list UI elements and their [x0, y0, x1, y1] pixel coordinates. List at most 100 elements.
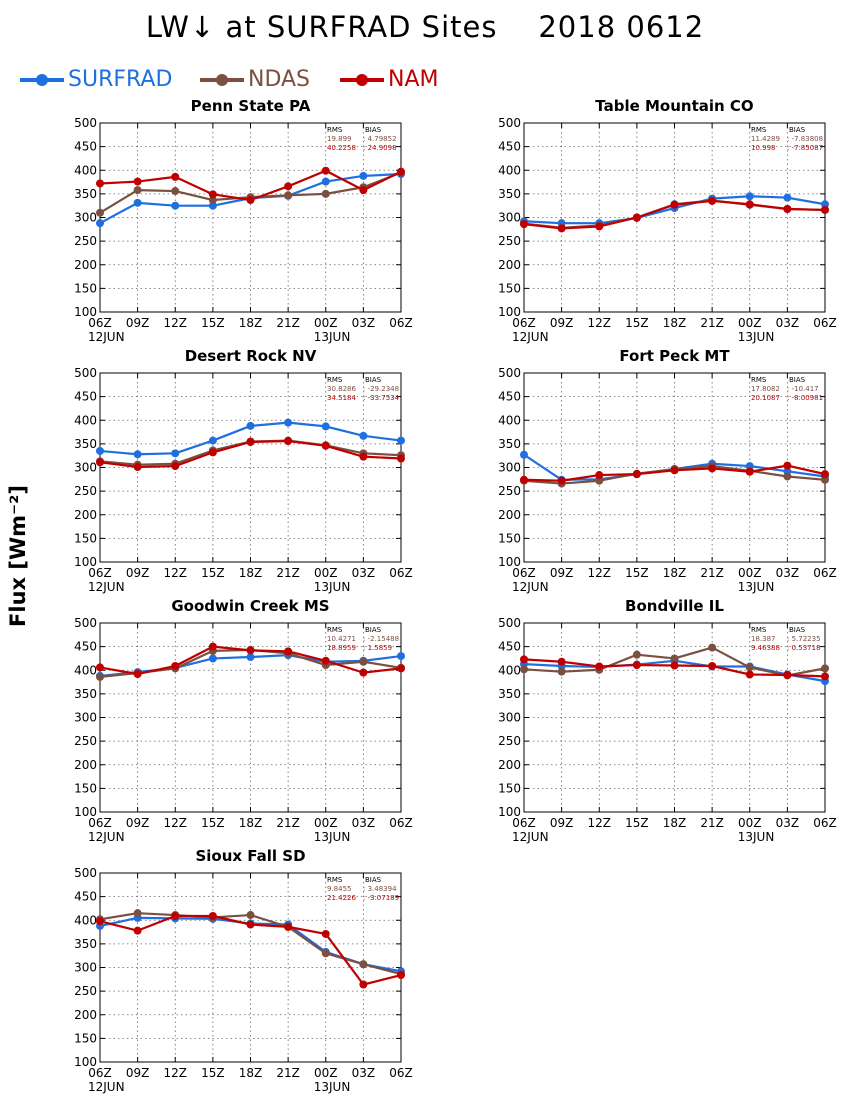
- x-tick-label: 21Z: [276, 1066, 300, 1080]
- y-tick-label: 400: [74, 913, 97, 927]
- data-point-nam: [745, 200, 754, 209]
- x-tick-label: 18Z: [239, 566, 263, 580]
- x-tick-label: 06Z: [88, 316, 112, 330]
- x-tick-label: 00Z: [738, 566, 762, 580]
- x-tick-label: 15Z: [201, 316, 225, 330]
- x-tick-label: 00Z: [314, 1066, 338, 1080]
- x-tick-label: 00Z: [314, 566, 338, 580]
- data-point-nam: [821, 205, 829, 214]
- date-label: 12JUN: [512, 830, 549, 844]
- x-tick-label: 03Z: [776, 316, 800, 330]
- y-tick-label: 200: [498, 508, 521, 522]
- y-tick-label: 100: [74, 305, 97, 319]
- x-tick-label: 12Z: [164, 316, 188, 330]
- data-point-nam: [397, 664, 405, 673]
- data-point-nam: [359, 186, 368, 195]
- data-point-surfrad: [171, 449, 180, 458]
- y-tick-label: 100: [74, 1055, 97, 1069]
- y-tick-label: 450: [498, 640, 521, 654]
- x-tick-label: 12Z: [588, 816, 612, 830]
- stat-ndas-bias: : -10.417: [787, 385, 819, 393]
- date-label: 13JUN: [314, 330, 351, 344]
- chart-panel: Desert Rock NV 100 150 200 250 300 350 400 450 50…: [40, 347, 420, 599]
- stat-nam-bias: : 24.9098: [363, 144, 397, 152]
- chart-panel: Sioux Fall SD 100 150 200 250 300 350 400 450 500…: [40, 847, 420, 1099]
- data-point-nam: [745, 670, 754, 679]
- x-tick-label: 06Z: [88, 1066, 112, 1080]
- data-point-nam: [821, 672, 829, 681]
- data-point-ndas: [821, 664, 829, 673]
- data-point-nam: [284, 647, 293, 656]
- data-point-surfrad: [96, 446, 104, 455]
- data-point-surfrad: [520, 450, 528, 459]
- x-tick-label: 06Z: [813, 566, 837, 580]
- stat-header-rms: RMS: [751, 126, 767, 134]
- data-point-nam: [321, 929, 330, 938]
- x-tick-label: 12Z: [164, 816, 188, 830]
- y-tick-label: 150: [74, 781, 97, 795]
- data-point-ndas: [321, 949, 330, 958]
- x-tick-label: 18Z: [239, 816, 263, 830]
- stat-nam-rms: 18.8959: [327, 644, 356, 652]
- data-point-surfrad: [397, 436, 405, 445]
- data-point-nam: [632, 470, 641, 479]
- legend-item-nam: NAM: [338, 66, 439, 94]
- chart-panel: Table Mountain CO 100 150 200 250 300 350 400 45…: [464, 97, 844, 349]
- y-tick-label: 300: [74, 211, 97, 225]
- x-tick-label: 06Z: [389, 316, 413, 330]
- stat-nam-bias: : -3.07189: [363, 894, 400, 902]
- y-tick-label: 150: [498, 281, 521, 295]
- x-tick-label: 12Z: [588, 316, 612, 330]
- y-tick-label: 100: [498, 305, 521, 319]
- data-point-nam: [595, 662, 604, 671]
- y-tick-label: 500: [74, 866, 97, 880]
- legend-marker-ndas: [200, 74, 244, 86]
- stat-ndas-bias: : -29.2348: [363, 385, 400, 393]
- y-tick-label: 450: [498, 140, 521, 154]
- stat-nam-bias: : 1.5859: [363, 644, 393, 652]
- chart-plot: 100 150 200 250 300 350 400 450 500 06Z 09Z 12Z 15Z 1…: [498, 116, 837, 344]
- y-tick-label: 300: [498, 211, 521, 225]
- data-point-ndas: [821, 475, 829, 484]
- y-tick-label: 350: [74, 687, 97, 701]
- stat-ndas-bias: : -7.83808: [787, 135, 824, 143]
- data-point-nam: [708, 464, 717, 473]
- data-point-nam: [284, 922, 293, 931]
- data-point-nam: [595, 471, 604, 480]
- data-point-nam: [359, 452, 368, 461]
- x-tick-label: 03Z: [352, 1066, 376, 1080]
- y-tick-label: 450: [498, 390, 521, 404]
- x-tick-label: 06Z: [813, 316, 837, 330]
- data-point-ndas: [171, 187, 180, 196]
- y-tick-label: 250: [498, 734, 521, 748]
- stat-ndas-rms: 17.8082: [751, 385, 780, 393]
- stat-header-rms: RMS: [751, 626, 767, 634]
- stat-nam-bias: : 0.53718: [787, 644, 821, 652]
- x-tick-label: 15Z: [625, 816, 649, 830]
- data-point-surfrad: [783, 193, 792, 202]
- data-point-surfrad: [171, 201, 180, 210]
- stat-header-rms: RMS: [327, 626, 343, 634]
- chart-panel: Penn State PA 100 150 200 250 300 350 400 450 500…: [40, 97, 420, 349]
- data-point-nam: [133, 670, 142, 679]
- data-point-nam: [520, 475, 528, 484]
- legend-label-ndas: NDAS: [248, 67, 311, 92]
- data-point-ndas: [708, 643, 717, 652]
- y-tick-label: 100: [498, 555, 521, 569]
- stat-ndas-rms: 30.8286: [327, 385, 356, 393]
- x-tick-label: 21Z: [276, 566, 300, 580]
- x-tick-label: 09Z: [126, 1066, 150, 1080]
- chart-plot: 100 150 200 250 300 350 400 450 500 06Z 09Z 12Z 15Z 1…: [498, 616, 837, 844]
- data-point-ndas: [133, 909, 142, 918]
- x-tick-label: 03Z: [776, 816, 800, 830]
- data-point-nam: [520, 655, 528, 664]
- x-tick-label: 12Z: [164, 1066, 188, 1080]
- data-point-nam: [284, 182, 293, 191]
- date-label: 12JUN: [512, 330, 549, 344]
- date-label: 13JUN: [738, 830, 775, 844]
- y-tick-label: 500: [74, 366, 97, 380]
- x-tick-label: 18Z: [663, 566, 687, 580]
- stat-nam-bias: : -7.85087: [787, 144, 824, 152]
- data-point-nam: [133, 926, 142, 935]
- data-point-nam: [171, 911, 180, 920]
